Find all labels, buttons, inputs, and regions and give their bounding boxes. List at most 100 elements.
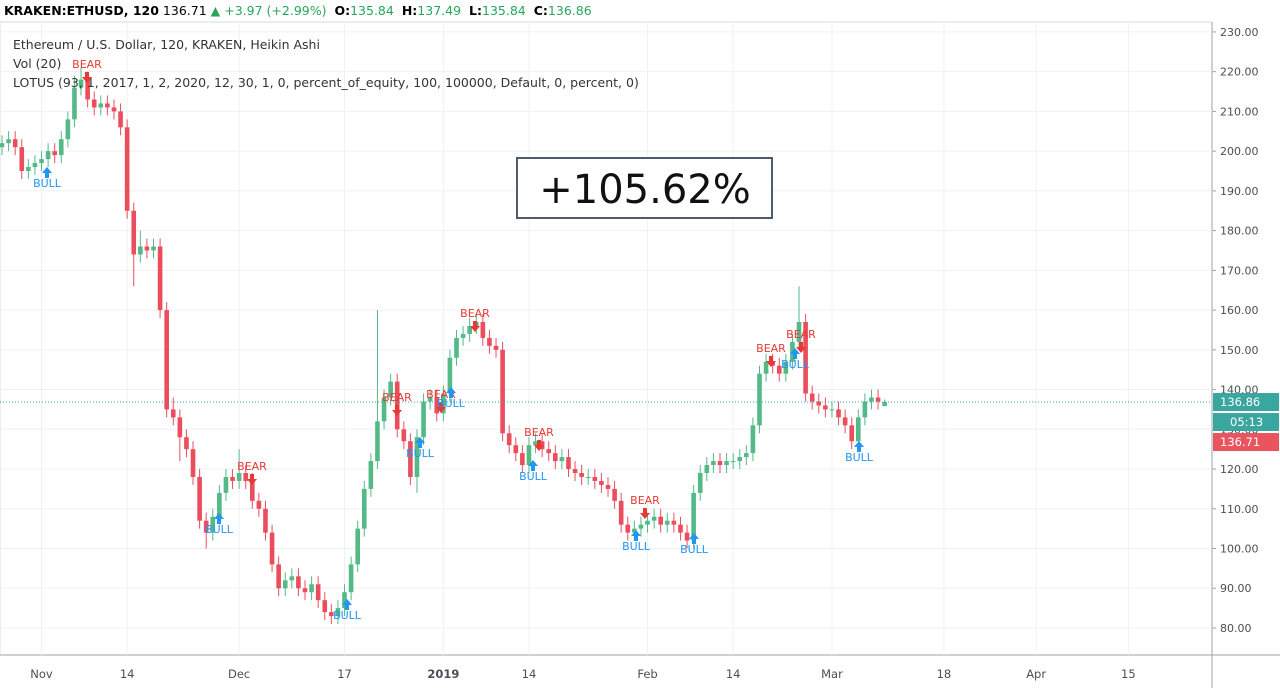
- candle-body: [388, 381, 393, 398]
- x-tick-label: Nov: [30, 667, 53, 681]
- plot-frame: [0, 21, 1213, 656]
- signal-label: BEAR: [460, 307, 490, 320]
- candle-body: [612, 488, 617, 501]
- x-tick-label: Feb: [637, 667, 657, 681]
- candle-body: [750, 425, 756, 454]
- candle-body: [618, 500, 624, 525]
- candle-body: [704, 465, 710, 474]
- candle-body: [335, 608, 341, 617]
- x-tick-label: 15: [1121, 667, 1136, 681]
- candle-body: [520, 453, 525, 466]
- candle-body: [796, 322, 802, 342]
- signal-label: BEAR: [756, 342, 786, 355]
- signal-arrow: [392, 405, 402, 416]
- candle-body: [500, 349, 505, 434]
- candle-body: [78, 79, 84, 88]
- close-label: C:: [533, 3, 548, 18]
- legend-line: Ethereum / U.S. Dollar, 120, KRAKEN, Hei…: [13, 37, 320, 52]
- candle-body: [263, 508, 268, 533]
- candle-body: [447, 357, 453, 394]
- candle-body: [302, 588, 308, 593]
- signal-label: BULL: [845, 451, 874, 464]
- candle-body: [401, 429, 407, 442]
- signal-arrow: [689, 533, 699, 544]
- candle-body: [776, 365, 782, 374]
- symbol: KRAKEN:ETHUSD, 120: [4, 3, 159, 18]
- candle-body: [441, 393, 446, 414]
- candle-body: [849, 425, 855, 442]
- y-tick-label: 100.00: [1220, 543, 1259, 556]
- legend-line: LOTUS (93, 1, 2017, 1, 2, 2020, 12, 30, …: [13, 75, 639, 90]
- candle-body: [559, 457, 565, 462]
- candle-body: [533, 441, 538, 446]
- candle-body: [882, 402, 887, 407]
- candle-body: [98, 103, 104, 108]
- candle-body: [361, 488, 367, 529]
- signal-arrow: [247, 474, 257, 485]
- candle-body: [124, 127, 130, 211]
- candle-body: [697, 473, 703, 493]
- candle-body: [170, 409, 176, 418]
- candle-body: [645, 520, 650, 525]
- candles: [0, 67, 887, 625]
- candle-body: [151, 246, 156, 251]
- candle-body: [111, 107, 117, 112]
- candle-body: [691, 492, 696, 541]
- candle-body: [289, 576, 295, 581]
- candle-body: [58, 139, 64, 156]
- candle-body: [210, 516, 216, 533]
- candle-body: [52, 151, 58, 156]
- candle-body: [322, 600, 328, 613]
- signal-arrow: [436, 402, 446, 413]
- candle-body: [91, 99, 97, 108]
- signal-label: BULL: [333, 609, 362, 622]
- candle-body: [526, 445, 532, 466]
- x-tick-label: 14: [726, 667, 741, 681]
- candle-body: [829, 409, 835, 411]
- candle-body: [144, 246, 150, 251]
- close: 136.86: [547, 3, 592, 18]
- low: 135.84: [482, 3, 526, 18]
- candle-body: [26, 167, 31, 172]
- signal-arrow: [214, 513, 224, 524]
- x-tick-label: Mar: [821, 667, 843, 681]
- signal-arrow: [342, 599, 352, 610]
- candle-body: [32, 163, 38, 168]
- signal-label: BEAR: [524, 426, 554, 439]
- candle-body: [72, 87, 77, 120]
- x-tick-label: 14: [522, 667, 537, 681]
- candle-body: [585, 476, 591, 478]
- candle-body: [480, 322, 486, 338]
- y-tick-label: 120.00: [1220, 463, 1259, 476]
- signal-label: BULL: [33, 177, 62, 190]
- candle-body: [724, 461, 729, 466]
- candle-body: [658, 516, 664, 525]
- signal-arrow: [415, 437, 425, 448]
- candle-body: [638, 524, 644, 529]
- candle-body: [763, 361, 769, 374]
- candle-body: [65, 119, 71, 140]
- candle-body: [434, 397, 440, 414]
- signal-label: BEAR: [237, 460, 267, 473]
- candle-body: [105, 103, 110, 108]
- candle-body: [269, 532, 275, 565]
- candle-body: [869, 397, 874, 402]
- candle-body: [717, 461, 723, 466]
- y-tick-label: 230.00: [1220, 26, 1259, 39]
- signal-arrow: [446, 387, 456, 398]
- candle-body: [348, 564, 354, 593]
- low-label: L:: [469, 3, 482, 18]
- candle-body: [243, 473, 249, 481]
- candle-body: [836, 409, 841, 418]
- y-tick-label: 180.00: [1220, 225, 1259, 238]
- candle-body: [421, 401, 426, 438]
- annotation-box: [516, 157, 773, 219]
- candle-body: [651, 516, 657, 521]
- candle-body: [19, 147, 25, 172]
- y-tick-label: 110.00: [1220, 503, 1259, 516]
- candle-body: [45, 151, 51, 160]
- candle-body: [460, 333, 466, 338]
- candle-body: [342, 592, 347, 609]
- candle-body: [862, 401, 868, 418]
- candle-body: [217, 492, 222, 517]
